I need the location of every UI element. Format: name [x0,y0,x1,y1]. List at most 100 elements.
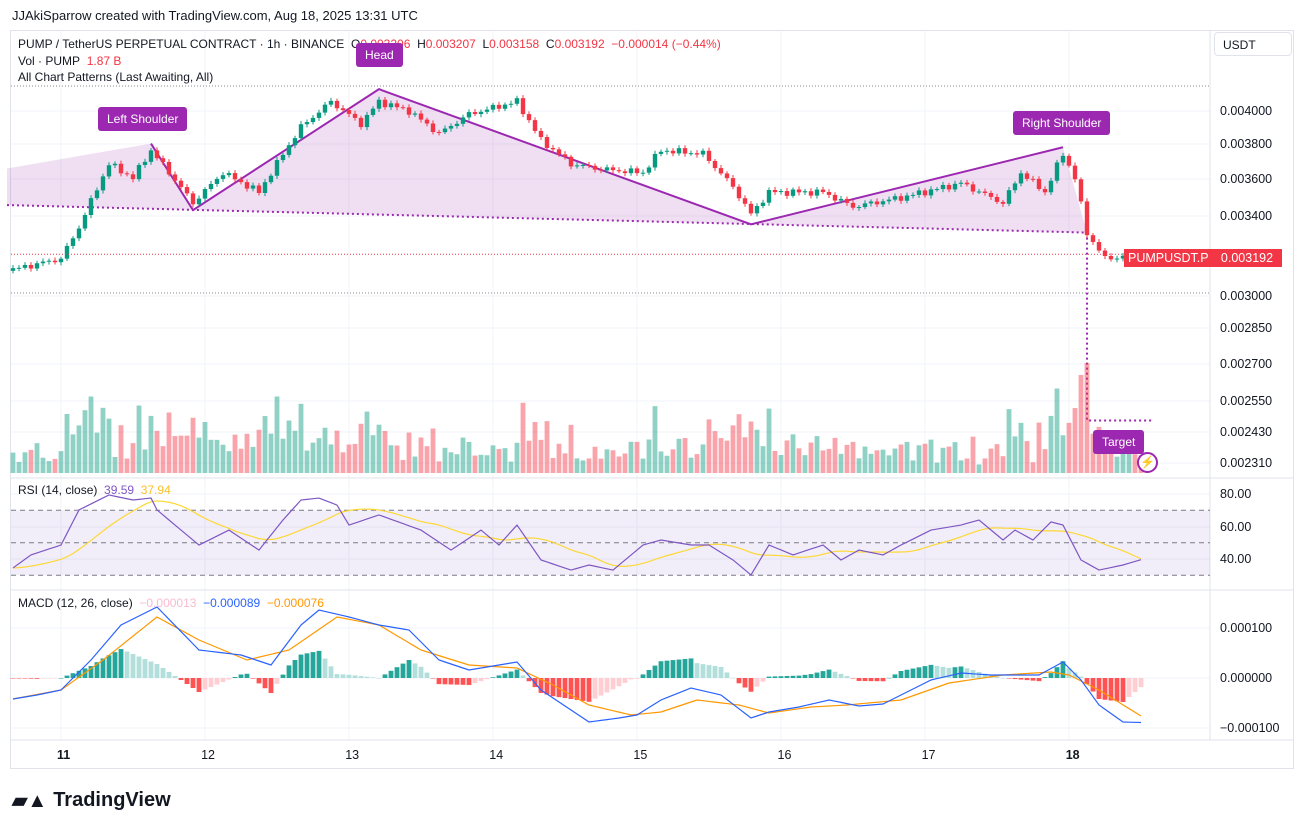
volume-bar [766,408,772,473]
macd-histogram-bar [232,677,238,678]
candle-body [994,196,1000,202]
currency-selector[interactable]: USDT [1214,32,1292,56]
macd-histogram-bar [616,678,622,687]
candle-body [466,112,472,118]
volume-label[interactable]: Vol · PUMP [18,53,81,68]
candle-body [460,117,466,124]
macd-histogram-bar [634,678,640,679]
volume-bar [244,433,250,473]
candle-body [1024,173,1030,179]
macd-histogram-bar [304,653,310,678]
macd-histogram-bar [484,678,490,680]
candle-body [718,168,724,174]
candle-body [418,113,424,120]
macd-histogram-bar [1132,678,1138,693]
tradingview-logo[interactable]: ▰▲ TradingView [12,788,171,813]
chart-credit: JJAkiSparrow created with TradingView.co… [12,8,418,23]
last-price-value: 0.003192 [1212,249,1282,267]
macd-histogram-bar [310,652,316,678]
candle-body [322,104,328,113]
macd-histogram-bar [136,656,142,678]
macd-histogram-bar [1066,668,1072,678]
macd-histogram-bar [1096,678,1102,699]
candle-body [280,154,286,161]
macd-histogram-bar [460,678,466,685]
candle-body [508,103,514,105]
rsi-label[interactable]: RSI (14, close) [18,483,98,497]
volume-bar [820,450,826,473]
candle-body [238,179,244,183]
candle-body [580,164,586,166]
volume-bar [10,452,16,473]
volume-bar [280,438,286,473]
low-label: L [482,37,490,51]
candle-body [850,202,856,208]
candle-body [1048,180,1054,193]
macd-histogram-bar [736,678,742,684]
volume-bar [250,446,256,473]
volume-bar [406,432,412,473]
volume-bar [826,448,832,473]
volume-bar [454,454,460,473]
macd-histogram-bar [148,661,154,678]
candle-body [442,128,448,133]
candle-body [970,184,976,192]
candle-body [928,189,934,196]
volume-bar [82,410,88,473]
lightning-alert-icon[interactable]: ⚡ [1137,452,1158,473]
macd-histogram-bar [844,676,850,678]
macd-histogram-bar [64,675,70,678]
volume-bar [514,442,520,473]
volume-bar [34,443,40,473]
volume-bar [778,454,784,473]
volume-bar [952,442,958,473]
macd-histogram-bar [394,667,400,678]
volume-bar [466,441,472,473]
macd-histogram-bar [700,664,706,678]
left-shoulder-label: Left Shoulder [98,107,188,131]
candle-body [694,153,700,155]
macd-label[interactable]: MACD (12, 26, close) [18,596,133,610]
high-label: H [417,37,426,51]
candle-body [712,160,718,169]
candle-body [880,201,886,205]
macd-histogram-bar [208,678,214,687]
macd-histogram-bar [268,678,274,693]
macd-histogram-bar [1114,678,1120,702]
macd-histogram-bar [238,674,244,678]
volume-bar [844,444,850,473]
macd-histogram-bar [262,678,268,689]
macd-histogram-bar [1102,678,1108,700]
macd-histogram-bar [1078,676,1084,678]
symbol-title[interactable]: PUMP / TetherUS PERPETUAL CONTRACT · 1h … [18,37,345,51]
volume-bar [802,455,808,473]
price-axis-tick: 0.004000 [1220,104,1273,118]
candle-body [256,185,262,193]
chart-frame [10,30,1294,769]
candle-body [562,154,568,157]
volume-bar [364,411,370,473]
candle-body [526,114,532,121]
candle-body [958,182,964,184]
candle-body [916,190,922,195]
macd-histogram-bar [292,659,298,678]
macd-histogram-bar [730,677,736,679]
candle-body [262,182,268,193]
volume-bar [760,446,766,473]
candle-body [514,98,520,104]
patterns-indicator-label[interactable]: All Chart Patterns (Last Awaiting, All) [18,70,214,84]
macd-histogram-bar [1126,678,1132,698]
macd-histogram-bar [412,663,418,678]
candle-body [130,174,136,180]
macd-histogram-bar [448,678,454,685]
candle-body [748,203,754,214]
candle-body [556,149,562,155]
macd-histogram-bar [628,678,634,680]
macd-histogram-bar [256,678,262,684]
macd-histogram-bar [982,673,988,678]
rsi-ma-value: 37.94 [140,483,171,497]
volume-bar [214,439,220,473]
candle-body [1114,258,1120,260]
macd-histogram-bar [28,678,34,679]
